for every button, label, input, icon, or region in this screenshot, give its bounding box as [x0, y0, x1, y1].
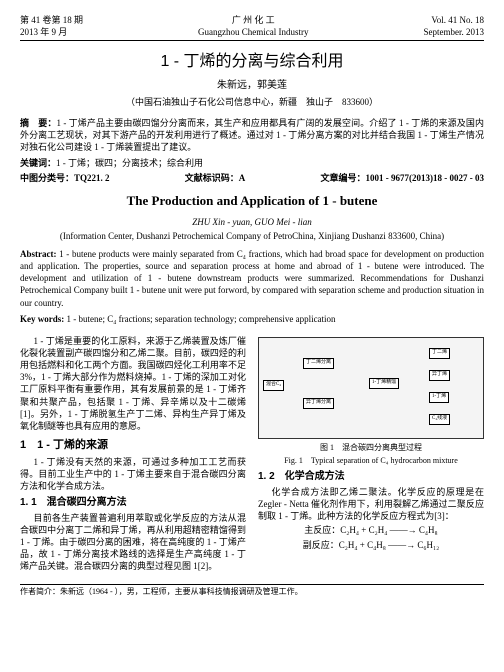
- date-en: September. 2013: [424, 26, 485, 38]
- abstract-en-label: Abstract:: [20, 249, 57, 259]
- fig1-caption-en: Fig. 1 Typical separation of C₄ hydrocar…: [258, 456, 484, 467]
- sec11-para: 目前各生产装置普遍利用萃取或化学反应的方法从混合碳四中分离丁二烯和异丁烯，再从利…: [20, 512, 246, 573]
- classification-row: 中图分类号：TQ221. 2 文献标识码：A 文章编号：1001 - 9677(20…: [20, 172, 484, 184]
- fig-out-res: C₄残液: [429, 414, 450, 425]
- keywords-en: Key words: 1 - butene; C₄ fractions; sep…: [20, 313, 484, 325]
- figure-1: 混合C₄ 丁二烯分离 异丁烯分离 1-丁烯精馏 丁二烯 异丁烯 1-丁烯 C₄残…: [258, 337, 484, 439]
- title-cn: 1 - 丁烯的分离与综合利用: [20, 51, 484, 73]
- keywords-en-label: Key words:: [20, 314, 64, 324]
- clc: 中图分类号：TQ221. 2: [20, 172, 110, 184]
- authors-en: ZHU Xin - yuan, GUO Mei - lian: [20, 216, 484, 228]
- left-column: 1 - 丁烯是重要的化工原料，来源于乙烯装置及炼厂催化裂化装置副产碳四馏分和乙烯…: [20, 333, 246, 575]
- intro-para: 1 - 丁烯是重要的化工原料，来源于乙烯装置及炼厂催化裂化装置副产碳四馏分和乙烯…: [20, 335, 246, 432]
- fig1-caption-cn: 图 1 混合碳四分离典型过程: [258, 443, 484, 454]
- abstract-cn: 摘 要：1 - 丁烯产品主要由碳四馏分分离而来，其生产和应用都具有广阔的发展空间…: [20, 117, 484, 153]
- fig-out-bd: 丁二烯: [429, 348, 450, 359]
- journal-cn: 广 州 化 工: [198, 14, 308, 26]
- main-reaction: 主反应：C₂H₄ + C₂H₄ ——→ C₄H₈: [258, 524, 484, 536]
- keywords-cn-label: 关键词：: [20, 158, 56, 168]
- side-reaction: 副反应：C₂H₄ + C₄H₈ ——→ C₆H₁₂: [258, 539, 484, 551]
- keywords-cn: 关键词：1 - 丁烯；碳四；分离技术；综合利用: [20, 157, 484, 169]
- abstract-cn-text: 1 - 丁烯产品主要由碳四馏分分离而来，其生产和应用都具有广阔的发展空间。介绍了…: [20, 118, 484, 152]
- abstract-cn-label: 摘 要：: [20, 118, 56, 128]
- keywords-cn-text: 1 - 丁烯；碳四；分离技术；综合利用: [56, 158, 203, 168]
- abstract-en: Abstract: 1 - butene products were mainl…: [20, 248, 484, 309]
- article-id: 文章编号：1001 - 9677(2013)18 - 0027 - 03: [320, 172, 484, 184]
- author-bio-footer: 作者简介：朱新远（1964 - ），男，工程师，主要从事科技情报调研及管理工作。: [20, 584, 484, 598]
- section-1-2: 1. 2 化学合成方法: [258, 470, 484, 484]
- section-1-1: 1. 1 混合碳四分离方法: [20, 496, 246, 510]
- abstract-en-text: 1 - butene products were mainly separate…: [20, 249, 484, 308]
- affiliation-en: (Information Center, Dushanzi Petrochemi…: [20, 230, 484, 242]
- fig-box-input: 混合C₄: [263, 380, 284, 391]
- affiliation-cn: （中国石油独山子石化公司信息中心，新疆 独山子 833600）: [20, 96, 484, 108]
- doc-code: 文献标识码：A: [185, 172, 246, 184]
- fig-box-ib: 异丁烯分离: [303, 398, 334, 409]
- section-1: 1 1 - 丁烯的来源: [20, 438, 246, 453]
- date-cn: 2013 年 9 月: [20, 26, 83, 38]
- right-column: 混合C₄ 丁二烯分离 异丁烯分离 1-丁烯精馏 丁二烯 异丁烯 1-丁烯 C₄残…: [258, 333, 484, 575]
- title-en: The Production and Application of 1 - bu…: [20, 192, 484, 210]
- keywords-en-text: 1 - butene; C₄ fractions; separation tec…: [67, 314, 336, 324]
- fig-out-ib: 异丁烯: [429, 370, 450, 381]
- authors-cn: 朱新远，郭美莲: [20, 79, 484, 93]
- fig-box-dist: 1-丁烯精馏: [369, 378, 399, 389]
- sec1-para: 1 - 丁烯没有天然的来源，可通过多种加工工艺而获得。目前工业生产中的 1 - …: [20, 456, 246, 492]
- fig-out-1b: 1-丁烯: [429, 392, 449, 403]
- body-columns: 1 - 丁烯是重要的化工原料，来源于乙烯装置及炼厂催化裂化装置副产碳四馏分和乙烯…: [20, 333, 484, 575]
- journal-en: Guangzhou Chemical Industry: [198, 26, 308, 38]
- fig-box-bd: 丁二烯分离: [303, 358, 334, 369]
- vol-en: Vol. 41 No. 18: [424, 14, 485, 26]
- sec12-para: 化学合成方法即乙烯二聚法。化学反应的原理是在 Zegler - Netta 催化…: [258, 486, 484, 522]
- vol-issue: 第 41 卷第 18 期: [20, 14, 83, 26]
- page-header: 第 41 卷第 18 期2013 年 9 月 广 州 化 工Guangzhou …: [20, 14, 484, 41]
